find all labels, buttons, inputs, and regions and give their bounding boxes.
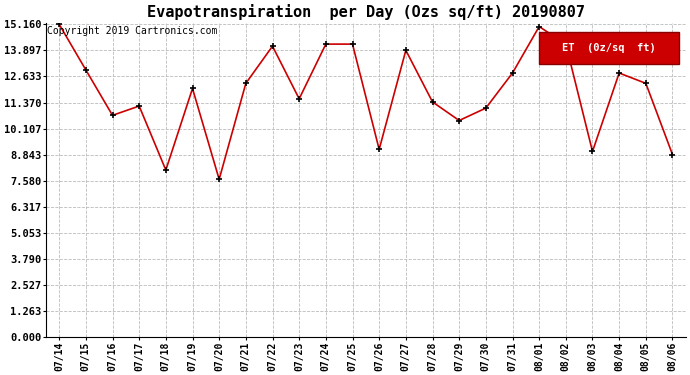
Text: ET  (0z/sq  ft): ET (0z/sq ft) [562,43,656,53]
Text: Copyright 2019 Cartronics.com: Copyright 2019 Cartronics.com [47,26,217,36]
Title: Evapotranspiration  per Day (Ozs sq/ft) 20190807: Evapotranspiration per Day (Ozs sq/ft) 2… [147,4,585,20]
FancyBboxPatch shape [539,32,680,64]
